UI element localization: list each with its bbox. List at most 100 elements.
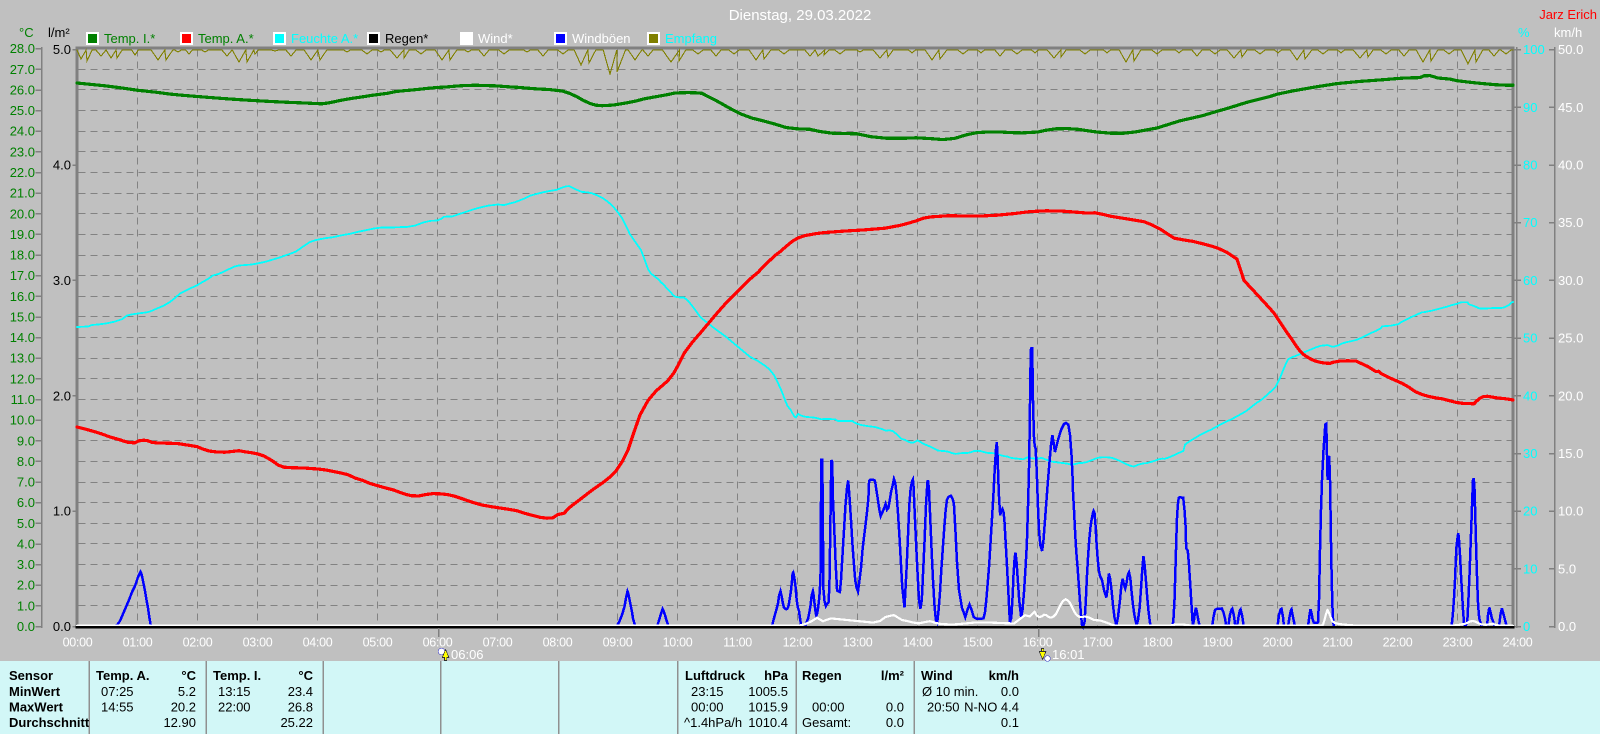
svg-text:Dienstag, 29.03.2022: Dienstag, 29.03.2022 [729, 7, 872, 24]
svg-text:16:01: 16:01 [1052, 647, 1085, 662]
svg-text:13:15: 13:15 [218, 684, 251, 699]
svg-text:12.90: 12.90 [163, 715, 196, 730]
svg-text:15.0: 15.0 [1558, 446, 1583, 461]
svg-text:Durchschnitt: Durchschnitt [9, 715, 90, 730]
svg-text:80: 80 [1523, 158, 1537, 173]
svg-text:0.0: 0.0 [886, 715, 904, 730]
svg-text:13.0: 13.0 [10, 351, 35, 366]
svg-text:27.0: 27.0 [10, 62, 35, 77]
svg-text:20: 20 [1523, 504, 1537, 519]
svg-text:09:00: 09:00 [603, 636, 633, 650]
svg-text:Ø 10 min.: Ø 10 min. [922, 684, 978, 699]
svg-text:26.8: 26.8 [288, 700, 313, 715]
svg-text:20:50: 20:50 [927, 700, 960, 715]
svg-text:10.0: 10.0 [10, 413, 35, 428]
svg-text:19:00: 19:00 [1203, 636, 1233, 650]
svg-text:22:00: 22:00 [1383, 636, 1413, 650]
svg-text:1010.4: 1010.4 [748, 715, 788, 730]
svg-text:5.0: 5.0 [53, 42, 71, 57]
svg-text:35.0: 35.0 [1558, 215, 1583, 230]
svg-text:23.0: 23.0 [10, 144, 35, 159]
svg-text:20.0: 20.0 [10, 206, 35, 221]
svg-text:24.0: 24.0 [10, 124, 35, 139]
svg-text:km/h: km/h [989, 668, 1019, 683]
svg-text:12:00: 12:00 [783, 636, 813, 650]
svg-text:Luftdruck: Luftdruck [685, 668, 746, 683]
svg-text:14:00: 14:00 [903, 636, 933, 650]
svg-text:25.0: 25.0 [1558, 331, 1583, 346]
svg-text:03:00: 03:00 [243, 636, 273, 650]
svg-text:°C: °C [298, 668, 313, 683]
svg-text:km/h: km/h [1554, 25, 1582, 40]
svg-text:18:00: 18:00 [1143, 636, 1173, 650]
svg-text:l/m²: l/m² [881, 668, 905, 683]
svg-text:N-NO 4.4: N-NO 4.4 [964, 700, 1019, 715]
svg-text:16.0: 16.0 [10, 289, 35, 304]
svg-text:15.0: 15.0 [10, 310, 35, 325]
svg-text:4.0: 4.0 [17, 537, 35, 552]
svg-text:MinWert: MinWert [9, 684, 61, 699]
svg-text:Regen*: Regen* [385, 31, 428, 46]
svg-text:25.0: 25.0 [10, 103, 35, 118]
svg-text:22:00: 22:00 [218, 700, 251, 715]
svg-text:28.0: 28.0 [10, 41, 35, 56]
svg-text:06:06: 06:06 [451, 647, 484, 662]
svg-text:50.0: 50.0 [1558, 42, 1583, 57]
svg-text:30.0: 30.0 [1558, 273, 1583, 288]
svg-text:10: 10 [1523, 561, 1537, 576]
svg-text:04:00: 04:00 [303, 636, 333, 650]
svg-text:21:00: 21:00 [1323, 636, 1353, 650]
svg-text:40: 40 [1523, 388, 1537, 403]
svg-text:Temp. I.*: Temp. I.* [104, 31, 155, 46]
svg-text:°C: °C [19, 25, 34, 40]
svg-text:10.0: 10.0 [1558, 504, 1583, 519]
svg-text:Empfang: Empfang [665, 31, 717, 46]
svg-text:14:55: 14:55 [101, 700, 134, 715]
svg-text:Jarz Erich: Jarz Erich [1539, 7, 1597, 22]
svg-text:0.0: 0.0 [1558, 619, 1576, 634]
svg-text:60: 60 [1523, 273, 1537, 288]
svg-text:5.0: 5.0 [17, 516, 35, 531]
svg-text:3.0: 3.0 [17, 557, 35, 572]
svg-text:06:00: 06:00 [423, 636, 453, 650]
svg-text:14.0: 14.0 [10, 330, 35, 345]
svg-text:19.0: 19.0 [10, 227, 35, 242]
svg-text:11:00: 11:00 [723, 636, 752, 650]
svg-text:MaxWert: MaxWert [9, 700, 64, 715]
svg-text:2.0: 2.0 [53, 388, 71, 403]
svg-text:07:00: 07:00 [483, 636, 513, 650]
svg-text:23:15: 23:15 [691, 684, 724, 699]
svg-text:Windböen: Windböen [572, 31, 631, 46]
svg-text:9.0: 9.0 [17, 433, 35, 448]
svg-text:20.2: 20.2 [171, 700, 196, 715]
svg-text:24:00: 24:00 [1503, 636, 1533, 650]
svg-text:12.0: 12.0 [10, 371, 35, 386]
svg-text:%: % [1518, 25, 1530, 40]
svg-text:20:00: 20:00 [1263, 636, 1293, 650]
svg-text:1.0: 1.0 [17, 598, 35, 613]
svg-text:07:25: 07:25 [101, 684, 134, 699]
svg-text:0.0: 0.0 [1001, 684, 1019, 699]
svg-text:0: 0 [1523, 619, 1530, 634]
svg-text:Temp. A.*: Temp. A.* [198, 31, 254, 46]
svg-text:1.0: 1.0 [53, 504, 71, 519]
svg-text:Sensor: Sensor [9, 668, 53, 683]
svg-text:Feuchte A.*: Feuchte A.* [291, 31, 358, 46]
svg-text:30: 30 [1523, 446, 1537, 461]
svg-text:^1.4hPa/h: ^1.4hPa/h [684, 715, 742, 730]
svg-text:02:00: 02:00 [183, 636, 213, 650]
svg-text:5.2: 5.2 [178, 684, 196, 699]
svg-text:20.0: 20.0 [1558, 388, 1583, 403]
svg-text:13:00: 13:00 [843, 636, 873, 650]
svg-text:Temp. A.: Temp. A. [96, 668, 149, 683]
svg-text:11.0: 11.0 [11, 392, 35, 407]
svg-text:Temp. I.: Temp. I. [213, 668, 261, 683]
svg-text:6.0: 6.0 [17, 495, 35, 510]
svg-text:4.0: 4.0 [53, 158, 71, 173]
svg-text:17.0: 17.0 [10, 268, 35, 283]
svg-text:23.4: 23.4 [288, 684, 313, 699]
svg-text:0.1: 0.1 [1001, 715, 1019, 730]
svg-text:15:00: 15:00 [963, 636, 993, 650]
svg-text:hPa: hPa [764, 668, 789, 683]
svg-text:40.0: 40.0 [1558, 158, 1583, 173]
